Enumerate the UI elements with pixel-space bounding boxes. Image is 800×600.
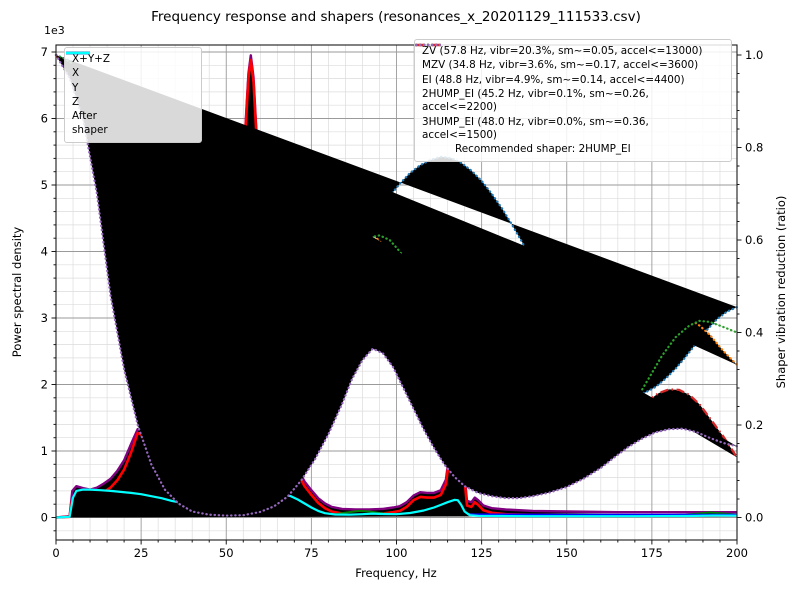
right-tick-label: 1.0 bbox=[745, 48, 763, 62]
chart-title: Frequency response and shapers (resonanc… bbox=[151, 9, 641, 25]
legend-label: After shaper bbox=[72, 110, 108, 136]
x-tick-label: 175 bbox=[641, 546, 663, 560]
series-3HUMP_EI bbox=[54, 53, 739, 517]
x-axis-label: Frequency, Hz bbox=[355, 566, 437, 580]
legend-label: MZV (34.8 Hz, vibr=3.6%, sm~=0.17, accel… bbox=[422, 59, 699, 72]
right-tick-label: 0.0 bbox=[745, 511, 763, 525]
x-tick-label: 100 bbox=[386, 546, 408, 560]
left-axis-label: Power spectral density bbox=[10, 226, 24, 358]
x-tick-label: 150 bbox=[556, 546, 578, 560]
right-axis-label: Shaper vibration reduction (ratio) bbox=[774, 195, 788, 389]
legend-label: ZV (57.8 Hz, vibr=20.3%, sm~=0.05, accel… bbox=[422, 45, 703, 57]
axis-offset-text: 1e3 bbox=[44, 24, 65, 37]
legend-line-sample bbox=[415, 43, 441, 47]
legend-label: X bbox=[72, 67, 80, 80]
x-tick-label: 125 bbox=[471, 546, 493, 560]
right-tick-label: 0.4 bbox=[745, 326, 763, 340]
legend-item-ei: EI (48.8 Hz, vibr=4.9%, sm~=0.14, accel<… bbox=[415, 43, 723, 87]
right-tick-label: 0.8 bbox=[745, 141, 763, 155]
legend-label: Z bbox=[72, 95, 80, 108]
left-tick-label: 1 bbox=[41, 444, 48, 458]
tick-labels: 0 25 50 75 100 125 150 175 200 0 1 2 3 4 5 6 7 0.0 0.2 0.4 0… bbox=[41, 45, 764, 560]
legend-item-y: Y bbox=[66, 51, 193, 95]
legend-item-mzv: MZV (34.8 Hz, vibr=3.6%, sm~=0.17, accel… bbox=[415, 43, 723, 72]
right-tick-label: 0.6 bbox=[745, 233, 763, 247]
legend-item-zv: ZV (57.8 Hz, vibr=20.3%, sm~=0.05, accel… bbox=[415, 43, 723, 58]
legend-psd: X+Y+Z X Y Z After shaper bbox=[64, 47, 202, 143]
x-tick-label: 25 bbox=[134, 546, 149, 560]
recommended-shaper-text: Recommended shaper: 2HUMP_EI bbox=[455, 143, 631, 156]
ticks bbox=[51, 51, 742, 545]
legend-line-sample bbox=[66, 51, 90, 55]
left-tick-label: 5 bbox=[41, 178, 48, 192]
left-tick-label: 2 bbox=[41, 378, 48, 392]
x-tick-label: 200 bbox=[726, 546, 748, 560]
legend-label: 2HUMP_EI (45.2 Hz, vibr=0.1%, sm~=0.26, … bbox=[422, 87, 649, 114]
legend-item-after-shaper: After shaper bbox=[66, 51, 193, 137]
left-tick-label: 4 bbox=[41, 245, 48, 259]
x-tick-label: 0 bbox=[52, 546, 59, 560]
x-tick-label: 75 bbox=[304, 546, 319, 560]
left-tick-label: 3 bbox=[41, 311, 48, 325]
legend-label: X+Y+Z bbox=[72, 53, 110, 65]
legend-label: Y bbox=[72, 81, 79, 94]
x-tick-label: 50 bbox=[219, 546, 234, 560]
legend-item-3hump-ei: 3HUMP_EI (48.0 Hz, vibr=0.0%, sm~=0.36, … bbox=[415, 43, 723, 143]
legend-shapers: ZV (57.8 Hz, vibr=20.3%, sm~=0.05, accel… bbox=[414, 39, 732, 162]
right-tick-label: 0.2 bbox=[745, 418, 763, 432]
legend-label: 3HUMP_EI (48.0 Hz, vibr=0.0%, sm~=0.36, … bbox=[422, 115, 649, 141]
legend-item-2hump-ei: 2HUMP_EI (45.2 Hz, vibr=0.1%, sm~=0.26, … bbox=[416, 43, 723, 115]
left-tick-label: 7 bbox=[41, 45, 48, 59]
legend-item-z: Z bbox=[66, 51, 193, 109]
left-tick-label: 0 bbox=[41, 511, 48, 525]
legend-item-x: X bbox=[66, 51, 193, 80]
left-tick-label: 6 bbox=[41, 112, 48, 126]
legend-label: EI (48.8 Hz, vibr=4.9%, sm~=0.14, accel<… bbox=[422, 73, 685, 86]
